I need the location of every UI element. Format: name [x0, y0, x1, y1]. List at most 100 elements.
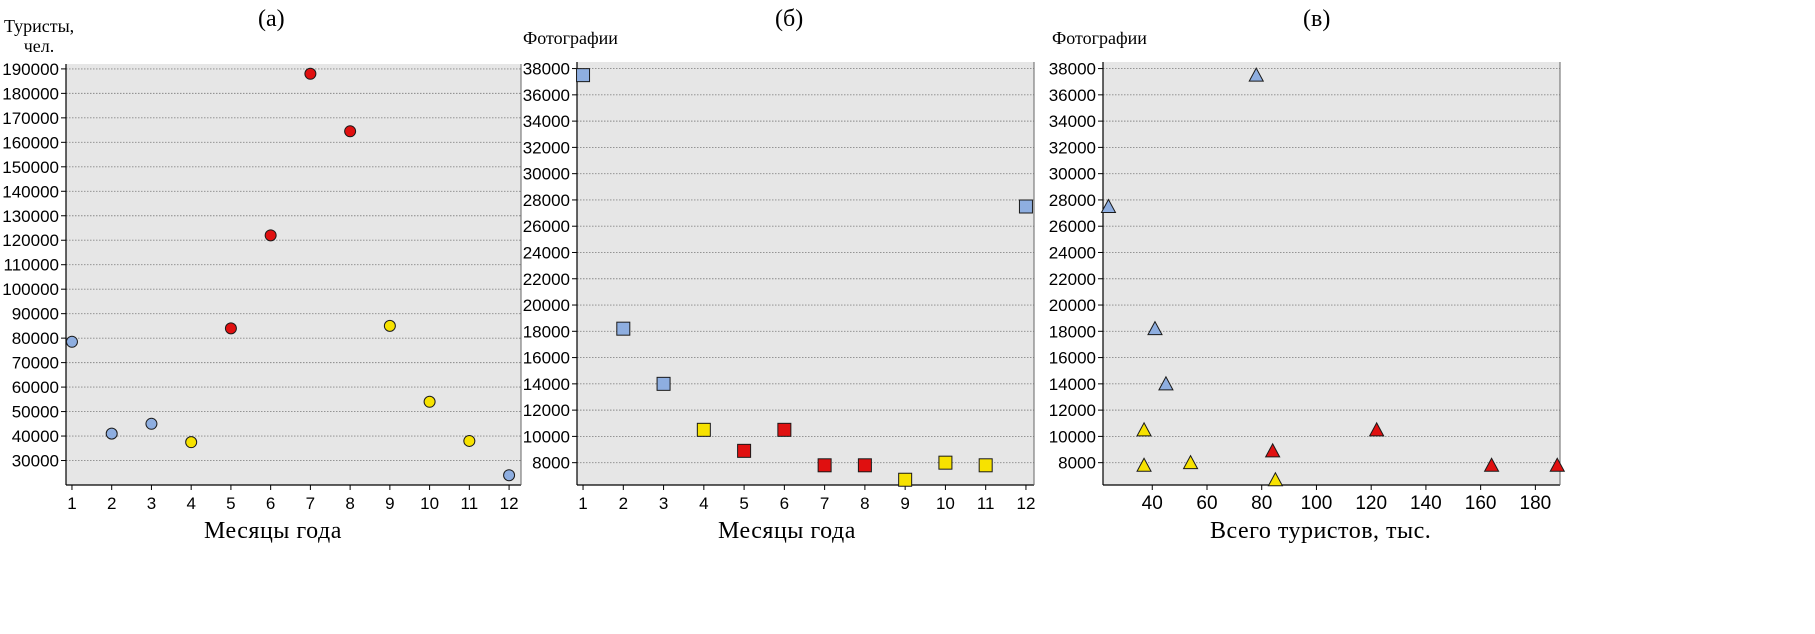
y-tick-label: 8000: [532, 454, 570, 473]
panel-title: (б): [775, 6, 804, 32]
data-point-circle: [503, 469, 516, 482]
data-point-circle: [423, 395, 436, 408]
data-point-triangle: [1549, 457, 1566, 472]
data-point-triangle: [1136, 457, 1152, 472]
y-tick-label: 40000: [12, 427, 59, 446]
y-tick-label: 30000: [1049, 165, 1096, 184]
y-tick-label: 14000: [1049, 375, 1096, 394]
y-tick-label: 130000: [2, 207, 59, 226]
y-tick-label: 20000: [1049, 296, 1096, 315]
data-point-square: [938, 455, 953, 470]
x-tick-label: 5: [739, 494, 748, 513]
chart-panel-a: (а) Туристы, чел. 30000 40000 50000 60000 70…: [0, 0, 560, 634]
y-tick-label: 22000: [523, 270, 570, 289]
x-tick-label: 6: [780, 494, 789, 513]
x-tick-label: 2: [619, 494, 628, 513]
y-axis-title: Туристы, чел.: [4, 16, 75, 56]
plot-area: [577, 62, 1034, 485]
x-tick-label: 60: [1196, 493, 1217, 514]
data-point-triangle: [1483, 457, 1500, 472]
x-tick-label: 8: [345, 494, 354, 513]
y-tick-label: 30000: [12, 452, 59, 471]
plot-area: [66, 64, 521, 485]
x-tick-label: 3: [659, 494, 668, 513]
chart-plot: 8000 10000 12000 14000 16000 18000 20000 22000 2…: [523, 60, 1036, 513]
data-point-square: [656, 376, 671, 391]
panel-title: (а): [258, 6, 285, 32]
data-point-triangle: [1100, 198, 1117, 214]
y-tick-label: 110000: [4, 256, 59, 275]
x-tick-label: 12: [500, 494, 519, 513]
x-axis-title: Всего туристов, тыс.: [1210, 518, 1432, 544]
x-tick-label: 10: [420, 494, 439, 513]
y-tick-label: 38000: [1049, 60, 1096, 79]
x-tick-label: 160: [1465, 493, 1497, 514]
x-tick-label: 9: [385, 494, 394, 513]
data-point-square: [576, 68, 591, 83]
y-tick-label: 14000: [523, 375, 570, 394]
data-point-triangle: [1264, 442, 1281, 458]
data-point-triangle: [1368, 421, 1385, 437]
y-tick-label: 36000: [523, 86, 570, 105]
y-tick-label: 170000: [2, 109, 59, 128]
y-tick-label: 160000: [2, 133, 59, 152]
y-tick-label: 150000: [2, 158, 59, 177]
x-tick-label: 8: [860, 494, 869, 513]
y-tick-label: 8000: [1058, 454, 1096, 473]
y-tick-label: 10000: [523, 427, 570, 446]
x-tick-label: 2: [107, 494, 116, 513]
data-point-circle: [344, 125, 357, 138]
data-point-circle: [224, 322, 237, 335]
data-point-square: [696, 422, 711, 437]
chart-panel-b: (б) Фотографии 8000 10000 12000 14000 16000 1…: [523, 6, 1036, 544]
y-tick-label: 22000: [1049, 270, 1096, 289]
x-tick-label: 180: [1520, 493, 1552, 514]
data-point-circle: [185, 436, 198, 449]
y-tick-label: 12000: [1049, 401, 1096, 420]
plot-area: [1103, 62, 1560, 485]
y-tick-label: 50000: [12, 403, 59, 422]
data-point-square: [817, 458, 832, 473]
y-axis-title: Фотографии: [523, 28, 618, 48]
data-point-circle: [383, 319, 396, 332]
x-tick-label: 11: [461, 494, 479, 513]
y-tick-label: 90000: [12, 305, 59, 324]
x-tick-label: 9: [900, 494, 909, 513]
x-tick-label: 7: [306, 494, 315, 513]
x-tick-label: 1: [578, 494, 587, 513]
data-point-triangle: [1147, 320, 1163, 336]
x-axis-title: Месяцы года: [204, 518, 342, 544]
y-tick-label: 70000: [12, 354, 59, 373]
y-tick-label: 140000: [2, 182, 59, 201]
x-tick-label: 10: [936, 494, 955, 513]
y-tick-label: 12000: [523, 401, 570, 420]
y-tick-label: 18000: [523, 322, 570, 341]
x-tick-label: 4: [699, 494, 708, 513]
data-point-circle: [145, 417, 158, 430]
y-tick-label: 24000: [523, 243, 570, 262]
data-point-circle: [264, 229, 277, 242]
y-tick-label: 34000: [1049, 112, 1096, 131]
data-point-triangle: [1158, 375, 1174, 391]
y-tick-label: 28000: [1049, 191, 1096, 210]
y-tick-label: 38000: [523, 60, 570, 79]
y-axis-title: Фотографии: [1052, 28, 1147, 48]
x-tick-label: 140: [1410, 493, 1442, 514]
x-tick-label: 12: [1016, 494, 1035, 513]
y-tick-label: 18000: [1049, 322, 1096, 341]
data-point-square: [978, 458, 993, 473]
y-tick-label: 190000: [2, 60, 59, 79]
data-point-triangle: [1248, 67, 1265, 82]
x-tick-label: 120: [1355, 493, 1387, 514]
y-tick-label: 32000: [1049, 138, 1096, 157]
x-tick-label: 1: [67, 494, 76, 513]
panel-title: (в): [1303, 6, 1331, 32]
y-tick-label: 100000: [2, 280, 59, 299]
y-tick-label: 10000: [1049, 427, 1096, 446]
y-tick-label: 26000: [523, 217, 570, 236]
y-tick-label: 32000: [523, 138, 570, 157]
y-tick-label: 60000: [12, 378, 59, 397]
data-point-square: [616, 321, 631, 336]
